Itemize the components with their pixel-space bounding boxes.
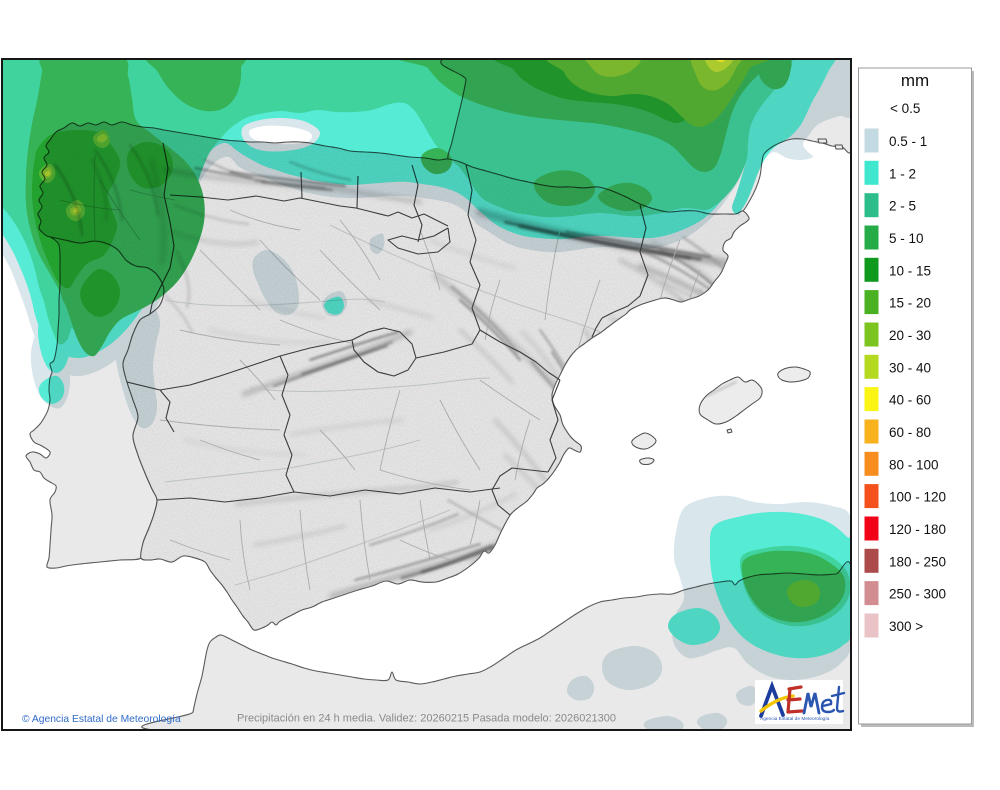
svg-text:15 - 20: 15 - 20	[889, 296, 931, 311]
svg-text:< 0.5: < 0.5	[890, 101, 920, 116]
svg-text:1 - 2: 1 - 2	[889, 166, 916, 181]
svg-text:0.5 - 1: 0.5 - 1	[889, 134, 927, 149]
svg-text:30 - 40: 30 - 40	[889, 360, 931, 375]
svg-text:80 - 100: 80 - 100	[889, 457, 939, 472]
svg-text:10 - 15: 10 - 15	[889, 263, 931, 278]
svg-text:40 - 60: 40 - 60	[889, 393, 931, 408]
svg-text:© Agencia Estatal de Meteorolo: © Agencia Estatal de Meteorología	[22, 714, 181, 725]
svg-text:120 - 180: 120 - 180	[889, 522, 946, 537]
svg-text:100 - 120: 100 - 120	[889, 490, 946, 505]
svg-text:5 - 10: 5 - 10	[889, 231, 924, 246]
svg-text:2 - 5: 2 - 5	[889, 199, 916, 214]
svg-text:20 - 30: 20 - 30	[889, 328, 931, 343]
svg-text:Agencia Estatal de Meteorologí: Agencia Estatal de Meteorología	[760, 716, 830, 722]
svg-text:300 >: 300 >	[889, 619, 923, 634]
svg-text:60 - 80: 60 - 80	[889, 425, 931, 440]
svg-text:250 - 300: 250 - 300	[889, 587, 946, 602]
svg-text:180 - 250: 180 - 250	[889, 554, 946, 569]
svg-text:Precipitación en 24 h media. V: Precipitación en 24 h media. Validez: 20…	[237, 713, 616, 725]
svg-text:mm: mm	[901, 71, 929, 90]
